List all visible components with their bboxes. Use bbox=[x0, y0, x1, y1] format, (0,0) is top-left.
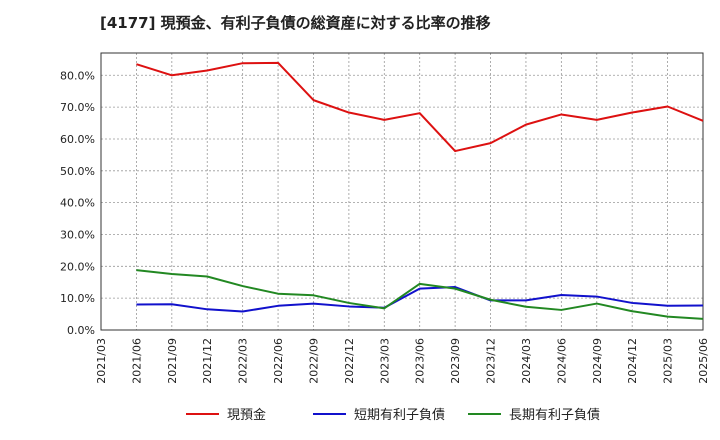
y-tick-label: 10.0% bbox=[60, 292, 95, 305]
x-tick-label: 2024/03 bbox=[520, 338, 533, 384]
chart-title: [4177] 現預金、有利子負債の総資産に対する比率の推移 bbox=[100, 14, 491, 32]
x-tick-label: 2022/03 bbox=[237, 338, 250, 384]
x-tick-label: 2021/09 bbox=[166, 338, 179, 384]
x-tick-label: 2024/12 bbox=[626, 338, 639, 384]
x-axis-ticks: 2021/03 2021/06 2021/09 2021/12 2022/03 2022/… bbox=[95, 338, 710, 384]
series-line bbox=[136, 61, 704, 153]
x-tick-label: 2023/06 bbox=[414, 338, 427, 384]
y-axis-ticks: 0.0% 10.0% 20.0% 30.0% 40.0% 50.0% 60.0% 70.0% 8… bbox=[60, 69, 95, 337]
x-tick-label: 2021/12 bbox=[201, 338, 214, 384]
legend-label: 短期有利子負債 bbox=[354, 408, 445, 423]
y-tick-label: 50.0% bbox=[60, 165, 95, 178]
x-tick-label: 2025/06 bbox=[697, 338, 710, 384]
grid bbox=[101, 53, 703, 330]
x-tick-label: 2024/06 bbox=[555, 338, 568, 384]
x-tick-label: 2023/12 bbox=[485, 338, 498, 384]
x-tick-label: 2021/06 bbox=[130, 338, 143, 384]
series-lines bbox=[136, 61, 704, 320]
x-tick-label: 2024/09 bbox=[591, 338, 604, 384]
x-tick-label: 2025/03 bbox=[662, 338, 675, 384]
y-tick-label: 40.0% bbox=[60, 197, 95, 210]
legend-label: 長期有利子負債 bbox=[509, 408, 600, 423]
legend: 現預金 短期有利子負債 長期有利子負債 bbox=[186, 407, 600, 423]
y-tick-label: 80.0% bbox=[60, 69, 95, 82]
x-tick-label: 2022/09 bbox=[307, 338, 320, 384]
x-tick-label: 2023/03 bbox=[378, 338, 391, 384]
x-tick-label: 2022/12 bbox=[343, 338, 356, 384]
series-line bbox=[136, 286, 704, 313]
y-tick-label: 60.0% bbox=[60, 133, 95, 146]
x-tick-label: 2022/06 bbox=[272, 338, 285, 384]
y-tick-label: 30.0% bbox=[60, 228, 95, 241]
x-tick-label: 2021/03 bbox=[95, 338, 108, 384]
y-tick-label: 0.0% bbox=[67, 324, 95, 337]
y-tick-label: 20.0% bbox=[60, 260, 95, 273]
x-tick-label: 2023/09 bbox=[449, 338, 462, 384]
plot-area bbox=[100, 52, 704, 331]
legend-label: 現預金 bbox=[227, 407, 266, 423]
series-line bbox=[136, 269, 704, 320]
y-tick-label: 70.0% bbox=[60, 101, 95, 114]
